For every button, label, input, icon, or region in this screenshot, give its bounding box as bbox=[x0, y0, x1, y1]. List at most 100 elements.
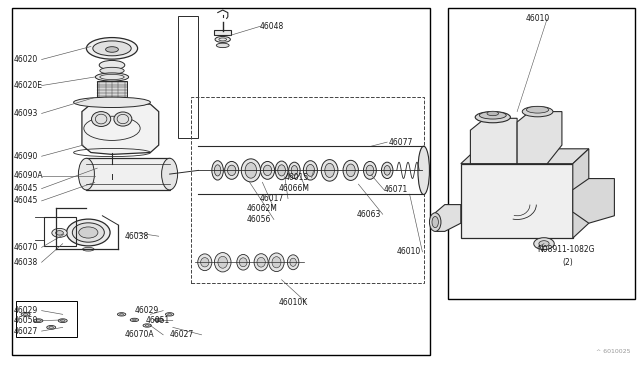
Polygon shape bbox=[470, 118, 517, 164]
Text: 46029: 46029 bbox=[14, 306, 38, 315]
Bar bbox=[44, 217, 76, 246]
Ellipse shape bbox=[21, 312, 30, 316]
Text: 46090A: 46090A bbox=[14, 171, 44, 180]
Text: ^ 6010025: ^ 6010025 bbox=[596, 349, 630, 354]
Ellipse shape bbox=[257, 257, 266, 267]
Text: 46090: 46090 bbox=[14, 152, 38, 161]
Ellipse shape bbox=[72, 223, 104, 242]
Ellipse shape bbox=[162, 158, 178, 190]
Text: 46020: 46020 bbox=[14, 55, 38, 64]
Text: 46063: 46063 bbox=[356, 210, 381, 219]
Ellipse shape bbox=[272, 257, 281, 268]
Circle shape bbox=[539, 241, 549, 247]
Text: 46050: 46050 bbox=[14, 316, 38, 325]
Ellipse shape bbox=[34, 319, 43, 323]
Ellipse shape bbox=[215, 36, 230, 42]
Text: N08911-1082G: N08911-1082G bbox=[538, 245, 595, 254]
Ellipse shape bbox=[99, 61, 125, 70]
Polygon shape bbox=[435, 205, 461, 231]
Ellipse shape bbox=[96, 162, 128, 174]
Text: 46066M: 46066M bbox=[278, 184, 309, 193]
Ellipse shape bbox=[239, 258, 247, 267]
Polygon shape bbox=[517, 112, 562, 164]
Ellipse shape bbox=[198, 254, 212, 271]
Ellipse shape bbox=[214, 165, 221, 176]
Ellipse shape bbox=[74, 97, 150, 108]
Ellipse shape bbox=[105, 165, 119, 171]
Ellipse shape bbox=[155, 318, 163, 321]
Ellipse shape bbox=[303, 161, 317, 180]
Bar bbox=[12, 8, 430, 355]
Bar bbox=[86, 158, 170, 190]
Polygon shape bbox=[573, 149, 589, 238]
Ellipse shape bbox=[95, 73, 129, 81]
Text: 46010: 46010 bbox=[526, 14, 550, 23]
Ellipse shape bbox=[228, 165, 236, 176]
Ellipse shape bbox=[324, 163, 335, 177]
Ellipse shape bbox=[83, 247, 94, 251]
Ellipse shape bbox=[118, 312, 125, 316]
Ellipse shape bbox=[269, 253, 284, 272]
Ellipse shape bbox=[237, 254, 250, 270]
Bar bbox=[214, 30, 231, 35]
Ellipse shape bbox=[166, 312, 174, 316]
Ellipse shape bbox=[102, 179, 122, 186]
Ellipse shape bbox=[384, 166, 390, 175]
Polygon shape bbox=[461, 164, 573, 238]
Ellipse shape bbox=[67, 219, 110, 246]
Ellipse shape bbox=[291, 166, 298, 175]
Polygon shape bbox=[461, 149, 589, 164]
Ellipse shape bbox=[97, 177, 127, 187]
Text: 46020E: 46020E bbox=[14, 81, 43, 90]
Text: 46062M: 46062M bbox=[246, 204, 277, 213]
Ellipse shape bbox=[526, 106, 549, 113]
Circle shape bbox=[534, 238, 554, 250]
Ellipse shape bbox=[289, 162, 300, 179]
Circle shape bbox=[56, 231, 63, 235]
Ellipse shape bbox=[93, 41, 131, 56]
Bar bbox=[191, 97, 424, 283]
Ellipse shape bbox=[216, 43, 229, 48]
Ellipse shape bbox=[254, 254, 268, 271]
Text: 46071: 46071 bbox=[384, 185, 408, 194]
Bar bbox=[97, 81, 127, 97]
Ellipse shape bbox=[86, 38, 138, 59]
Ellipse shape bbox=[343, 160, 358, 180]
Ellipse shape bbox=[60, 320, 65, 321]
Ellipse shape bbox=[287, 255, 299, 270]
Ellipse shape bbox=[36, 320, 41, 321]
Ellipse shape bbox=[23, 313, 28, 315]
Text: 46017: 46017 bbox=[259, 194, 284, 203]
Ellipse shape bbox=[306, 164, 315, 176]
Text: 46045: 46045 bbox=[14, 184, 38, 193]
Ellipse shape bbox=[290, 258, 296, 266]
Bar bbox=[448, 8, 635, 299]
Ellipse shape bbox=[225, 161, 239, 179]
Ellipse shape bbox=[47, 326, 56, 329]
Ellipse shape bbox=[114, 112, 132, 126]
Ellipse shape bbox=[429, 213, 441, 231]
Ellipse shape bbox=[475, 112, 511, 123]
Text: 46070A: 46070A bbox=[125, 330, 154, 339]
Text: 46093: 46093 bbox=[14, 109, 38, 118]
Ellipse shape bbox=[432, 217, 438, 228]
Text: 46015: 46015 bbox=[285, 173, 309, 182]
Ellipse shape bbox=[49, 327, 54, 328]
Ellipse shape bbox=[278, 165, 285, 176]
Text: 46051: 46051 bbox=[146, 316, 170, 325]
Ellipse shape bbox=[479, 112, 506, 119]
Text: 46038: 46038 bbox=[14, 258, 38, 267]
Text: (2): (2) bbox=[562, 258, 573, 267]
Bar bbox=[16, 301, 77, 337]
Ellipse shape bbox=[92, 112, 111, 126]
Ellipse shape bbox=[487, 111, 499, 116]
Text: 46077: 46077 bbox=[388, 138, 413, 147]
Ellipse shape bbox=[201, 257, 209, 267]
Text: 46070: 46070 bbox=[14, 243, 38, 252]
Ellipse shape bbox=[241, 159, 260, 182]
Ellipse shape bbox=[143, 324, 152, 327]
Ellipse shape bbox=[346, 164, 355, 177]
Ellipse shape bbox=[218, 256, 228, 268]
Text: 46029: 46029 bbox=[134, 306, 159, 315]
Ellipse shape bbox=[522, 106, 553, 117]
